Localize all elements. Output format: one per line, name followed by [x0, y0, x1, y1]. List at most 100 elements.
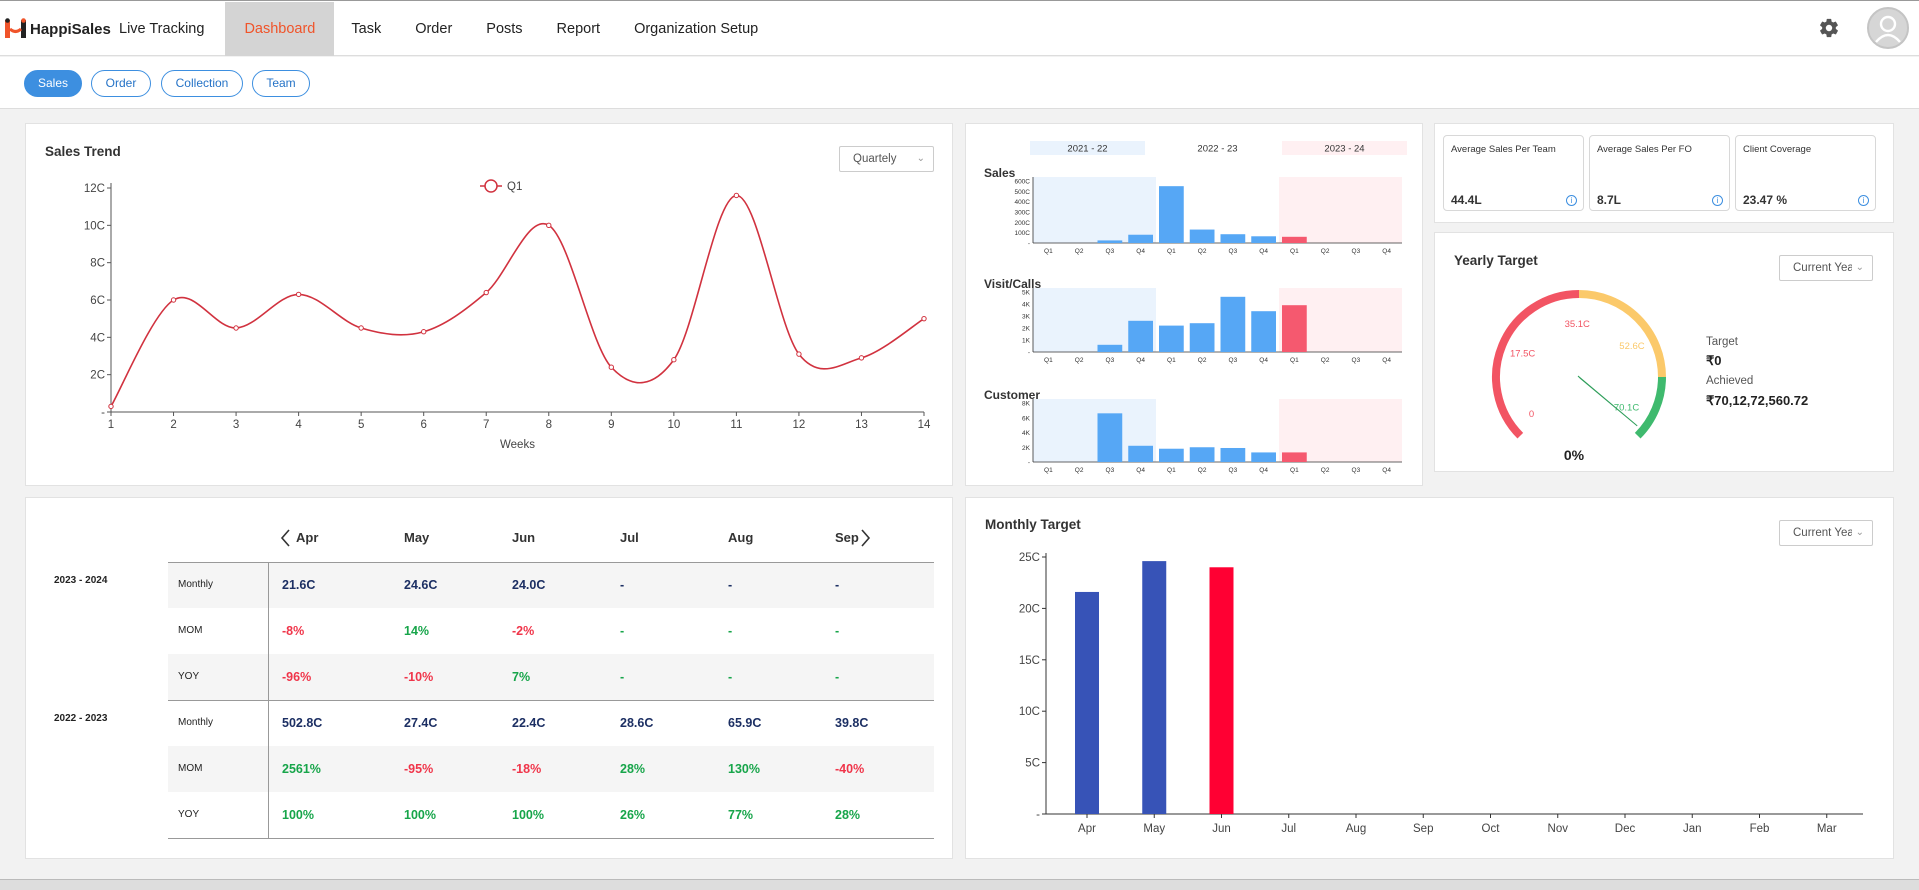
table-row-label: YOY [178, 671, 200, 682]
yearly-target-period-select[interactable]: Current Year ⌄ [1779, 255, 1873, 281]
x-tick-label: Q4 [1259, 248, 1268, 255]
nav-task[interactable]: Task [351, 21, 382, 37]
x-tick-label: Q2 [1321, 248, 1330, 255]
monthly-target-chart: - 5C 10C 15C 20C 25C Apr May Jun Jul Aug Sep Oct Nov D… [1019, 552, 1863, 835]
table-cell: 100% [404, 808, 436, 822]
x-tick-label: Q1 [1167, 357, 1176, 364]
x-tick-label: Q4 [1136, 467, 1145, 474]
table-row-label: YOY [178, 809, 200, 820]
x-tick-label: Oct [1482, 823, 1501, 835]
month-next-icon[interactable] [860, 528, 872, 553]
y-tick-label: 4K [1022, 302, 1031, 309]
table-cell: - [835, 670, 840, 684]
table-cell: 14% [404, 624, 430, 638]
x-tick-label: 7 [483, 419, 489, 431]
monthly-target-card: Monthly Target Current Year ⌄ [965, 497, 1894, 859]
info-icon[interactable]: i [1566, 195, 1577, 206]
data-point [295, 291, 302, 298]
stat-label: Client Coverage [1743, 144, 1812, 155]
y-tick-label: 300C [1014, 210, 1030, 217]
month-header-aug: Aug [728, 530, 754, 545]
year-header-bg [1282, 141, 1407, 155]
bar [1128, 320, 1153, 352]
nav-order[interactable]: Order [415, 21, 453, 37]
data-point [858, 355, 865, 361]
bar [1097, 344, 1123, 352]
y-tick-label: - [101, 407, 105, 419]
x-tick-label: Nov [1548, 823, 1569, 835]
table-cell: 24.0C [512, 578, 546, 592]
table-cell: 77% [728, 808, 754, 822]
year-header: 2021 - 22 [1067, 144, 1107, 155]
yearly-target-gauge: 0 17.5C 35.1C 52.6C 70.1C 0% [1492, 290, 1666, 463]
bar [1128, 445, 1153, 462]
x-tick-label: Aug [1346, 823, 1366, 835]
table-divider [168, 700, 934, 701]
nav-organization-setup[interactable]: Organization Setup [634, 21, 759, 37]
bar [1097, 413, 1123, 462]
data-point [233, 325, 239, 331]
table-cell: 28.6C [620, 716, 654, 730]
info-icon[interactable]: i [1858, 195, 1869, 206]
year-header-bg [1030, 141, 1145, 155]
nav-report[interactable]: Report [556, 21, 601, 37]
data-point [108, 403, 114, 410]
x-tick-label: Mar [1817, 823, 1837, 835]
bottom-scrollbar[interactable] [0, 879, 1919, 890]
table-cell: - [835, 578, 840, 592]
bar [1251, 311, 1276, 352]
month-header-sep: Sep [835, 530, 859, 545]
table-row: YOY -96% -10% 7% - - - [168, 654, 934, 700]
x-tick-label: Q4 [1382, 357, 1391, 364]
happisales-logo-icon [5, 18, 26, 38]
bar [1220, 234, 1246, 243]
table-cell: - [728, 624, 733, 638]
x-tick-label: Apr [1078, 823, 1096, 835]
x-tick-label: Q4 [1382, 467, 1391, 474]
bar [1282, 305, 1307, 352]
data-point [420, 329, 427, 335]
user-avatar-icon[interactable] [1867, 7, 1909, 49]
stat-avg-sales-per-team[interactable]: Average Sales Per Team 44.4L i [1443, 135, 1584, 211]
year-header: 2023 - 24 [1324, 144, 1364, 155]
x-tick-label: Q2 [1075, 467, 1084, 474]
x-tick-label: 2 [170, 419, 176, 431]
bar [1159, 325, 1184, 352]
x-tick-label: Q4 [1136, 248, 1145, 255]
y-tick-label: - [1028, 460, 1030, 467]
x-tick-label: Q1 [1167, 467, 1176, 474]
table-cell: -8% [282, 624, 305, 638]
x-tick-label: Q2 [1075, 357, 1084, 364]
y-tick-label: 12C [84, 183, 105, 195]
info-icon[interactable]: i [1712, 195, 1723, 206]
subtab-sales[interactable]: Sales [24, 70, 82, 97]
y-tick-label: 3K [1022, 314, 1031, 321]
table-cell: - [728, 670, 733, 684]
bar [1220, 447, 1246, 462]
table-row: Monthly 502.8C 27.4C 22.4C 28.6C 65.9C 39.8C [168, 700, 934, 746]
x-tick-label: 4 [295, 419, 302, 431]
year-band-bg [1279, 399, 1402, 462]
stat-client-coverage[interactable]: Client Coverage 23.47 % i [1735, 135, 1876, 211]
y-tick-label: 2K [1022, 445, 1031, 452]
nav-posts[interactable]: Posts [486, 21, 523, 37]
yearly-target-card: Yearly Target Current Year ⌄ Target ₹0 A… [1434, 232, 1894, 472]
app-logo[interactable]: HappiSales [4, 18, 111, 40]
nav-dashboard[interactable]: Dashboard [225, 2, 335, 56]
settings-gear-icon[interactable] [1818, 17, 1840, 44]
month-header-jul: Jul [620, 530, 639, 545]
monthly-target-title: Monthly Target [985, 517, 1081, 532]
stat-avg-sales-per-fo[interactable]: Average Sales Per FO 8.7L i [1589, 135, 1730, 211]
table-divider [268, 562, 269, 838]
achieved-label: Achieved [1706, 375, 1754, 387]
month-header-may: May [404, 530, 430, 545]
month-prev-icon[interactable] [279, 528, 291, 553]
subtab-team[interactable]: Team [252, 70, 310, 97]
subtab-order[interactable]: Order [91, 70, 151, 97]
nav-live-tracking[interactable]: Live Tracking [119, 21, 205, 37]
subtab-collection[interactable]: Collection [161, 70, 243, 97]
table-row-label: MOM [178, 625, 203, 636]
year-label-2022-2023: 2022 - 2023 [54, 713, 108, 724]
monthly-target-period-select[interactable]: Current Year ⌄ [1779, 520, 1873, 546]
sales-trend-period-select[interactable]: Quartely ⌄ [839, 146, 934, 172]
